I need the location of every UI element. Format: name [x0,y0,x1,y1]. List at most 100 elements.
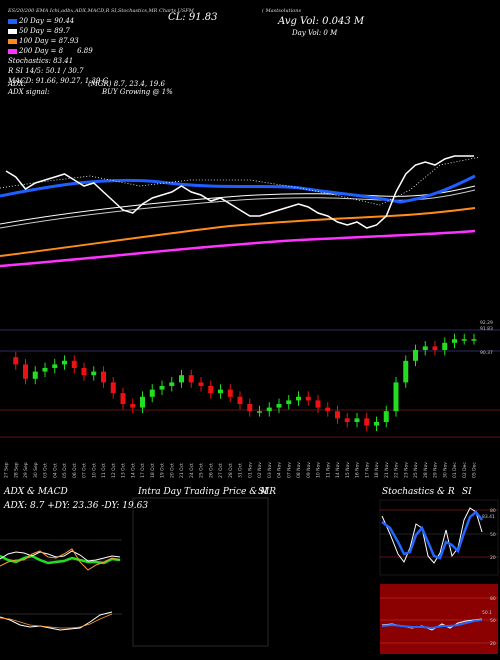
date-label: 31 Oct [238,463,244,478]
candle-body [208,386,214,394]
candle-body [422,346,428,350]
date-label: 25 Nov [413,462,419,478]
stochastics-panel-title: Stochastics & R [382,487,455,497]
avg-volume: Avg Vol: 0.043 M [278,16,365,27]
macd-signal-line [0,613,113,629]
candle-body [247,404,253,412]
candle-body [354,418,360,422]
candle-body [169,382,175,386]
date-label: 29 Sep [23,462,29,478]
header-tail: ( Mastsolutions [262,8,302,14]
candle-body [110,382,116,394]
date-label: 03 Nov [267,462,273,478]
chart-header: ES/20/200 EMA Ichi,adbx,ADX,MACD,R SI,St… [8,8,194,14]
minus-dy-line [0,548,121,571]
candle-body [403,360,409,383]
candle-body [276,404,282,408]
adx-panel [0,498,122,652]
candle-body [71,360,77,368]
date-label: 18 Nov [374,462,380,478]
date-label: 01 Nov [247,462,253,478]
date-label: 24 Oct [189,463,195,478]
date-label: 06 Oct [72,463,78,478]
date-label: 11 Nov [325,462,331,478]
ma-200-line [0,229,476,268]
candle-body [383,411,389,422]
candle-body [227,389,233,397]
date-label: 29 Nov [433,462,439,478]
date-label: 10 Oct [91,463,97,478]
intraday-panel-title: Intra Day Trading Price & MR [137,487,276,497]
ichimoku-dotted-line [0,156,481,206]
candle-body [42,368,48,372]
date-label: 28 Nov [423,462,429,478]
date-label: 16 Nov [355,462,361,478]
rsi-value: R SI 14/5: 50.1 / 30.7 [8,67,84,75]
date-label: 02 Nov [257,462,263,478]
candle-body [286,400,292,404]
date-label: 22 Nov [394,462,400,478]
rsi-value-label: 50.1 [482,610,492,616]
stoch-value-label: 83.41 [482,514,495,520]
candle-body [91,371,97,376]
rsi-tick-80: 80 [490,596,496,602]
date-label: 10 Nov [316,462,322,478]
candle-body [101,371,106,383]
candle-body [461,339,467,341]
stoch-tick-20: 20 [490,555,496,561]
candle-body [442,342,448,350]
candle-body [120,393,126,404]
date-label: 11 Oct [101,463,107,478]
legend-100-day: 100 Day = 87.93 [8,37,79,45]
ma-20-line [0,174,476,204]
date-label: 03 Oct [43,463,49,478]
date-axis: 27 Sep 28 Sep 29 Sep 30 Sep 03 Oct 04 Oct 05 O… [4,462,478,478]
rsi-signal-line [381,619,483,630]
date-label: 18 Oct [150,463,156,478]
price-label-mid: 90.37 [480,350,493,356]
date-label: 02 Dec [462,462,468,478]
candle-body [218,389,223,394]
stoch-k-line [381,507,483,564]
date-label: 09 Nov [306,462,312,478]
candle-body [198,382,204,386]
adx-signal-label: ADX signal: [8,88,50,96]
stoch-tick-80: 80 [490,508,496,514]
candle-body [266,407,272,412]
candle-body [344,418,350,422]
candles [13,333,477,431]
date-label: 15 Nov [345,462,351,478]
date-label: 05 Oct [62,463,68,478]
ma-50b-line [0,185,476,225]
macd-line [0,611,113,631]
date-label: 17 Oct [140,463,146,478]
intraday-panel-suffix: SI [258,487,268,497]
date-label: 25 Oct [199,463,205,478]
date-label: 27 Oct [218,463,224,478]
candle-body [325,407,331,412]
buy-signal: BUY Growing @ 1% [102,88,173,96]
candle-body [81,368,87,376]
rsi-tick-20: 20 [490,641,496,647]
date-label: 14 Nov [335,462,341,478]
date-label: 13 Oct [121,463,127,478]
price-label-top2: 91.83 [480,326,493,332]
candle-body [305,396,311,401]
date-label: 23 Nov [403,462,409,478]
date-label: 17 Nov [364,462,370,478]
date-label: 04 Nov [277,462,283,478]
stoch-d-line [381,510,483,560]
candle-body [23,364,28,379]
candle-body [413,350,418,361]
date-label: 20 Oct [169,463,175,478]
date-label: 07 Nov [286,462,292,478]
candle-body [130,404,136,408]
legend-200-day: 200 Day = 8 6.89 [8,47,93,55]
price-line [5,155,474,229]
close-price: CL: 91.83 [168,12,218,23]
date-label: 27 Sep [4,462,10,478]
date-label: 19 Oct [160,463,166,478]
candle-body [13,357,19,365]
intraday-panel [132,497,269,647]
stochastics-panel-suffix: SI [462,487,472,497]
